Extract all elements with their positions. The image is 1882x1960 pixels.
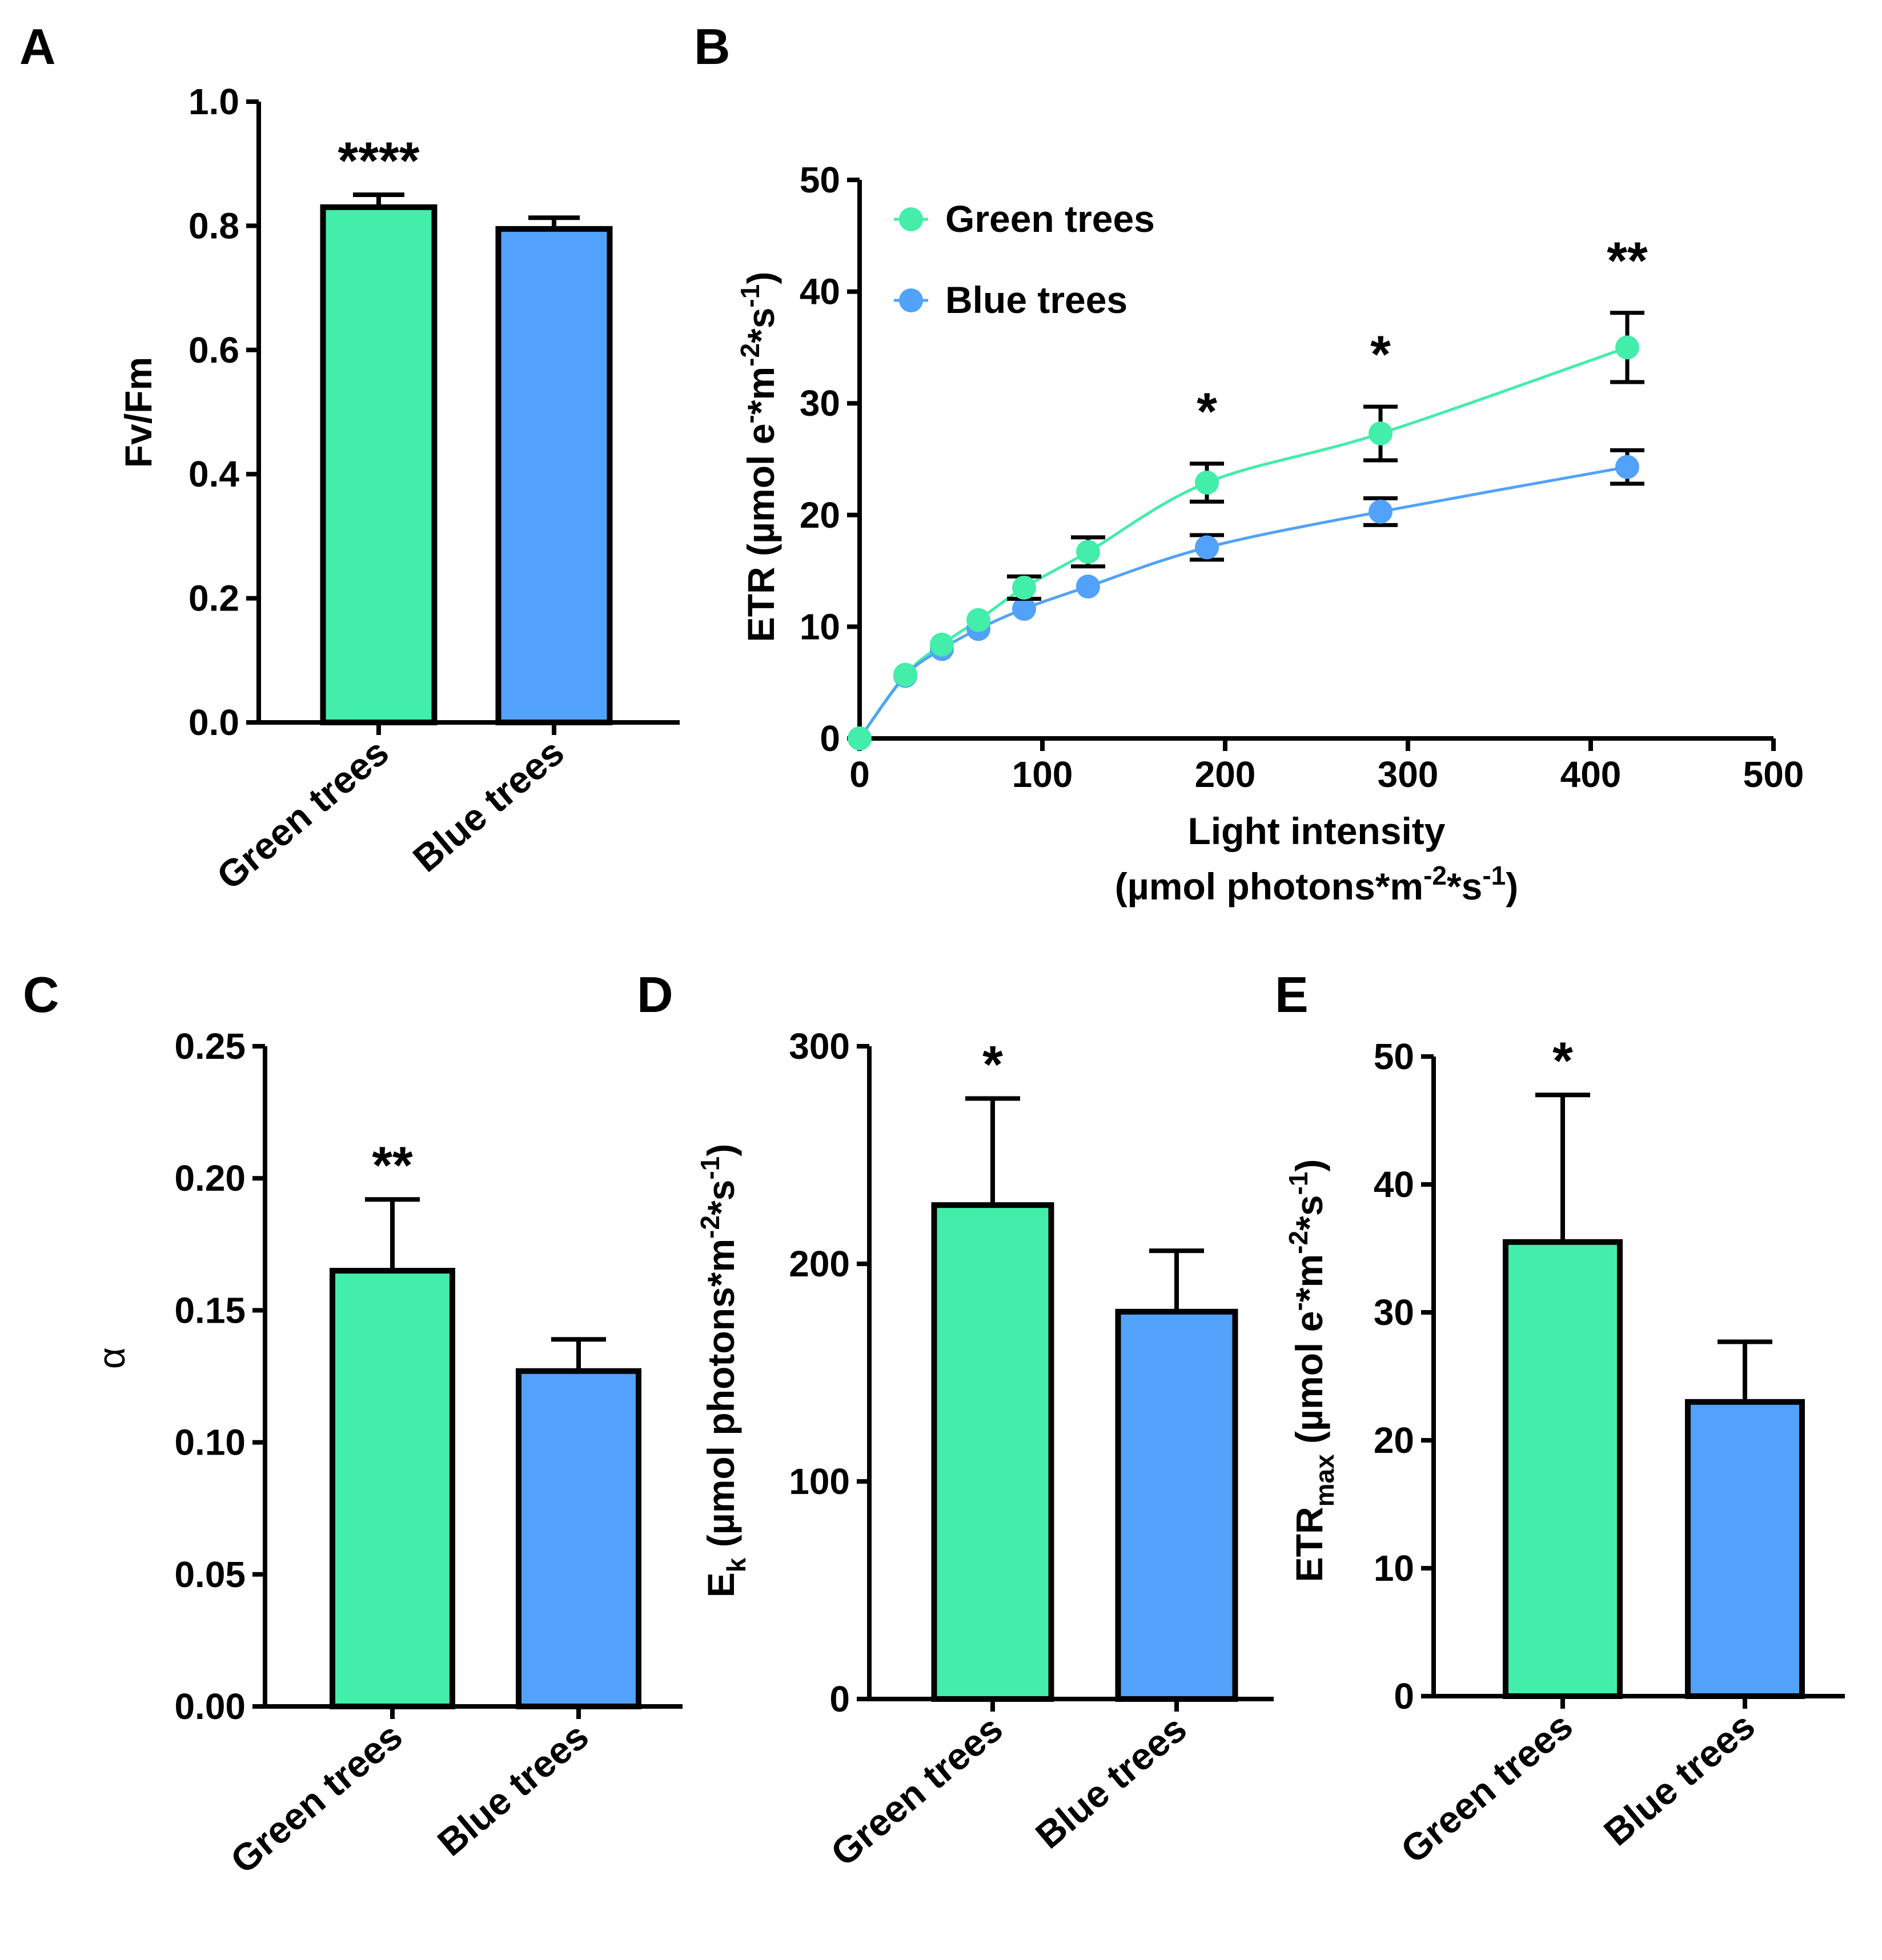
panel-b-point-blue-trees [1369, 499, 1393, 524]
panel-e-significance-green-trees: * [1552, 1032, 1573, 1090]
panel-a-y-axis-label: Fv/Fm [117, 357, 159, 468]
panel-b-y-tick-label: 0 [820, 718, 840, 759]
panel-b-point-green-trees [1012, 575, 1036, 600]
panel-b-point-green-trees [893, 662, 917, 687]
panel-c-bar-chart: 0.00 0.05 0.10 0.15 0.20 0.25 Green trees ** Blu… [90, 1026, 683, 1882]
panel-a-y-tick-label: 0.2 [188, 578, 239, 619]
panel-a-category-label-green-trees: Green trees [208, 730, 396, 898]
panel-e-y-tick-label: 40 [1374, 1164, 1414, 1205]
panel-c-y-tick-label: 0.05 [174, 1554, 246, 1595]
panel-a-y-tick-label: 0.6 [188, 330, 239, 371]
panel-d-bar-blue-trees [1115, 1308, 1238, 1702]
panel-b-fit-line-green-trees [858, 346, 1628, 740]
panel-c-category-label-green-trees: Green trees [222, 1714, 410, 1882]
panel-c-y-tick-label: 0.10 [174, 1422, 246, 1463]
panel-b-y-axis-label: ETR (µmol e-*m-2*s-1) [735, 272, 782, 642]
panel-e-bar-green-trees [1503, 1239, 1623, 1700]
panel-b-legend-label-green-trees: Green trees [945, 198, 1155, 240]
panel-c-y-tick-label: 0.25 [174, 1026, 246, 1067]
panel-b-point-green-trees [1615, 335, 1639, 360]
panel-b-y-tick-label: 10 [800, 606, 840, 647]
panel-d-y-tick-label: 200 [789, 1243, 850, 1284]
panel-b-x-tick-label: 300 [1378, 754, 1439, 795]
panel-b-point-green-trees [1076, 540, 1100, 564]
panel-e-category-label-green-trees: Green trees [1393, 1704, 1580, 1871]
panel-a-y-tick-label: 1.0 [188, 81, 239, 122]
panel-b-point-green-trees [966, 608, 990, 632]
panel-c-y-tick-label: 0.20 [174, 1158, 246, 1199]
panel-b-x-tick-label: 200 [1195, 754, 1256, 795]
panel-label-e: E [1275, 966, 1309, 1023]
panel-b-y-tick-label: 50 [800, 159, 840, 200]
panel-d-category-label-green-trees: Green trees [822, 1707, 1010, 1874]
panel-a-bar-blue-trees [495, 226, 613, 725]
panel-b-point-blue-trees [1195, 535, 1219, 560]
panel-b-point-blue-trees [1615, 455, 1639, 479]
panel-b-point-green-trees [1195, 471, 1219, 495]
panel-b-legend-label-blue-trees: Blue trees [945, 279, 1127, 321]
panel-label-b: B [694, 18, 731, 75]
panel-b-x-tick-label: 500 [1743, 754, 1804, 795]
panel-label-a: A [19, 18, 56, 75]
panel-c-category-label-blue-trees: Blue trees [430, 1714, 596, 1864]
panel-a-bar-chart: 0.0 0.2 0.4 0.6 0.8 1.0 Green trees **** Blue tr… [117, 81, 680, 898]
panel-b-y-tick-label: 40 [800, 271, 840, 312]
panel-label-d: D [637, 966, 673, 1023]
panel-a-significance-green-trees: **** [338, 132, 419, 190]
panel-b-x-axis-label-line1: Light intensity [1188, 810, 1446, 852]
panel-a-y-tick-label: 0.0 [188, 702, 239, 743]
panel-d-y-tick-label: 300 [789, 1026, 850, 1067]
panel-e-y-tick-label: 30 [1374, 1292, 1414, 1333]
panel-b-x-tick-label: 400 [1560, 754, 1622, 795]
panel-b-x-tick-label: 0 [849, 754, 870, 795]
panel-d-bar-chart: 0 100 200 300 Green trees * Blue trees Ek (µmol… [695, 1026, 1274, 1874]
panel-b-point-blue-trees [1076, 574, 1100, 599]
panel-a-bar-green-trees [320, 204, 438, 726]
panel-d-bar-green-trees [931, 1202, 1054, 1702]
panel-b-fit-line-blue-trees [858, 465, 1628, 740]
panel-c-bar-green-trees [330, 1268, 455, 1710]
panel-b-y-tick-label: 30 [800, 383, 840, 424]
panel-d-significance-green-trees: * [982, 1035, 1003, 1094]
panel-d-y-tick-label: 100 [789, 1461, 850, 1502]
panel-d-y-axis-label: Ek (µmol photons*m-2*s-1) [695, 1144, 751, 1597]
panel-b-point-green-trees [1369, 421, 1393, 446]
panel-b-x-tick-label: 100 [1012, 754, 1073, 795]
panel-b-point-blue-trees [1012, 597, 1036, 621]
panel-label-c: C [23, 966, 59, 1023]
panel-b-point-green-trees [930, 632, 954, 657]
panel-a-category-label-blue-trees: Blue trees [405, 730, 572, 880]
panel-a-y-tick-label: 0.4 [188, 453, 239, 495]
panel-c-y-tick-label: 0.00 [174, 1686, 246, 1727]
panel-b-significance: * [1197, 383, 1217, 441]
panel-e-category-label-blue-trees: Blue trees [1596, 1704, 1763, 1854]
panel-c-y-axis-label: α [90, 1347, 133, 1369]
panel-e-y-tick-label: 50 [1374, 1036, 1414, 1077]
panel-e-bar-chart: 0 10 20 30 40 50 Green trees * Blue trees ETRmax … [1283, 1032, 1845, 1871]
panel-b-y-tick-label: 20 [800, 495, 840, 536]
panel-e-y-tick-label: 20 [1374, 1420, 1414, 1461]
panel-c-y-tick-label: 0.15 [174, 1290, 246, 1331]
panel-b-point-green-trees [848, 726, 872, 750]
panel-b-x-axis-label-line2: (µmol photons*m-2*s-1) [1115, 861, 1519, 907]
panel-b-legend-marker-green-trees [899, 207, 923, 231]
panel-e-y-tick-label: 10 [1374, 1548, 1414, 1589]
panel-b-significance: * [1370, 326, 1391, 384]
panel-d-y-tick-label: 0 [829, 1678, 850, 1720]
panel-e-y-axis-label: ETRmax (µmol e-*m-2*s-1) [1283, 1159, 1339, 1583]
panel-c-significance-green-trees: ** [372, 1136, 413, 1195]
panel-b-significance: ** [1607, 232, 1648, 290]
panel-e-y-tick-label: 0 [1394, 1676, 1414, 1717]
panel-a-y-tick-label: 0.8 [188, 205, 239, 246]
panel-d-category-label-blue-trees: Blue trees [1028, 1707, 1194, 1857]
panel-b-legend-marker-blue-trees [899, 288, 923, 312]
panel-e-bar-blue-trees [1685, 1399, 1805, 1700]
panel-c-bar-blue-trees [516, 1368, 641, 1709]
